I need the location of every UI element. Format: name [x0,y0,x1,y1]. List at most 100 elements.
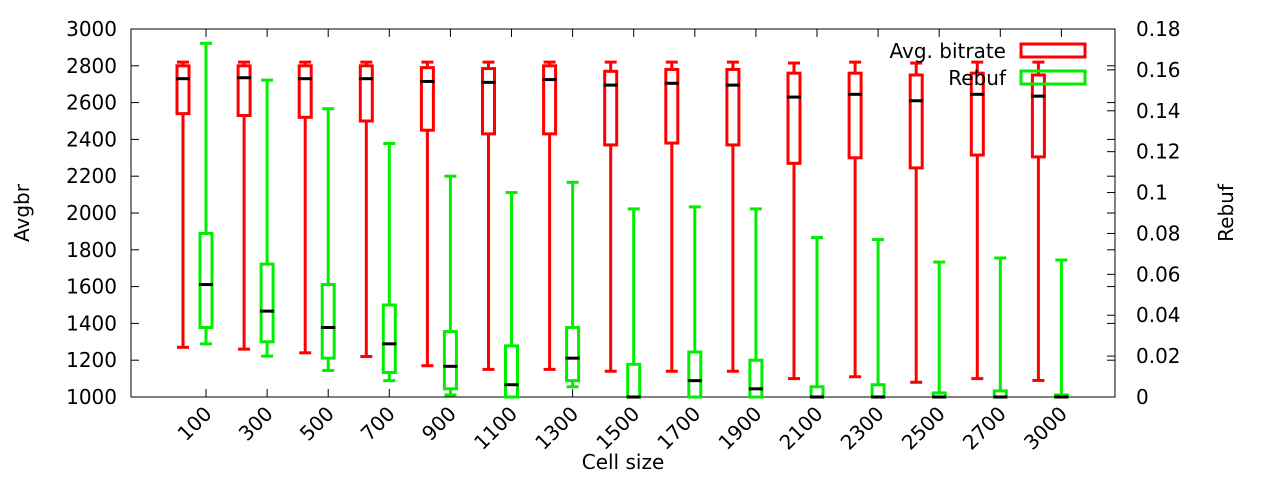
y2-axis-title: Rebuf [1214,183,1238,242]
rebuf-box-1500 [626,207,642,399]
legend-label-avg-bitrate: Avg. bitrate [890,39,1006,63]
x-tick-label: 1700 [652,402,705,455]
iqr-box [236,64,252,117]
avg-bitrate-box-1700 [664,60,680,373]
y2-tick-label: 0 [1136,385,1149,409]
iqr-box [809,385,825,399]
iqr-box [297,64,313,119]
iqr-box [565,325,581,383]
rebuf-box-700 [381,141,397,383]
y-tick-label: 2200 [66,164,117,188]
x-tick-label: 1100 [469,402,522,455]
y-tick-label: 1600 [66,275,117,299]
iqr-box [748,358,764,399]
rebuf-box-300 [259,78,275,358]
x-tick-label: 300 [234,402,278,446]
y-tick-label: 3000 [66,17,117,41]
y2-tick-label: 0.04 [1136,303,1181,327]
x-tick-label: 2700 [958,402,1011,455]
avg-bitrate-box-100 [175,60,191,349]
y-axis-title: Avgbr [10,183,34,242]
y-tick-label: 1200 [66,348,117,372]
iqr-box [847,71,863,160]
iqr-box [504,344,519,399]
x-tick-label: 500 [295,402,339,446]
avg-bitrate-box-2300 [847,60,863,379]
x-tick-label: 2100 [775,402,828,455]
legend-swatch-avg-bitrate [1019,42,1087,59]
iqr-box [320,283,336,360]
iqr-box [1030,73,1046,159]
avg-bitrate-box-1500 [603,60,619,373]
iqr-box [786,71,802,165]
legend-swatch-rebuf [1019,69,1087,86]
x-tick-label: 1500 [591,402,644,455]
y2-tick-label: 0.14 [1136,99,1181,123]
iqr-box [908,73,924,170]
rebuf-box-2500 [931,260,947,399]
x-tick-label: 1300 [530,402,583,455]
iqr-box [725,67,741,147]
iqr-box [626,362,642,399]
avg-bitrate-box-2500 [908,61,924,384]
rebuf-box-100 [198,41,214,346]
avg-bitrate-box-700 [358,60,374,359]
avg-bitrate-box-500 [297,60,313,355]
x-tick-label: 2500 [897,402,950,455]
y-tick-label: 1000 [66,385,117,409]
iqr-box [175,64,191,116]
rebuf-box-1900 [748,207,764,399]
y2-tick-label: 0.08 [1136,221,1181,245]
x-tick-label: 2300 [836,402,889,455]
rebuf-box-1700 [687,205,703,399]
y-tick-label: 2800 [66,54,117,78]
iqr-box [419,66,435,132]
x-tick-label: 1900 [713,402,766,455]
rebuf-box-3000 [1053,258,1069,399]
rebuf-box-1100 [504,191,519,399]
avg-bitrate-box-300 [236,60,252,351]
y-axis-right: 0 0.02 0.04 0.06 0.08 0.1 0.12 0.14 0.16 0.18 [1107,17,1181,409]
y-tick-label: 2400 [66,127,117,151]
iqr-box [381,303,397,374]
x-tick-label: 900 [417,402,461,446]
iqr-box [481,67,496,136]
y-tick-label: 1400 [66,311,117,335]
avg-bitrate-box-2100 [786,61,802,381]
y2-tick-label: 0.16 [1136,58,1181,82]
avg-bitrate-box-1300 [542,60,558,371]
iqr-box [870,383,886,399]
y2-tick-label: 0.06 [1136,262,1181,286]
y-axis-left: 1000 1200 1400 1600 1800 2000 2200 2400 2600 2800… [66,17,1115,409]
legend: Avg. bitrate Rebuf [890,39,1087,90]
iqr-box [687,350,703,399]
avg-bitrate-box-900 [419,60,435,368]
avg-bitrate-box-2700 [969,60,985,381]
y2-tick-label: 0.02 [1136,344,1181,368]
x-tick-label: 3000 [1019,402,1072,455]
rebuf-box-500 [320,107,336,372]
y2-tick-label: 0.18 [1136,17,1181,41]
iqr-box [542,64,558,136]
rebuf-box-2700 [992,256,1008,399]
avg-bitrate-box-1100 [481,60,496,371]
iqr-box [442,330,458,391]
box-series-group [175,41,1069,399]
rebuf-box-2100 [809,236,825,399]
y2-tick-label: 0.1 [1136,181,1168,205]
iqr-box [358,64,374,123]
legend-label-rebuf: Rebuf [948,66,1007,90]
iqr-box [259,262,275,344]
rebuf-box-2300 [870,238,886,399]
x-tick-label: 100 [173,402,217,446]
y-tick-label: 1800 [66,238,117,262]
y-tick-label: 2600 [66,91,117,115]
y2-tick-label: 0.12 [1136,140,1181,164]
avg-bitrate-box-3000 [1030,60,1046,382]
rebuf-box-1300 [565,180,581,389]
iqr-box [198,231,214,329]
avg-bitrate-box-1900 [725,60,741,373]
y-tick-label: 2000 [66,201,117,225]
x-tick-label: 700 [356,402,400,446]
